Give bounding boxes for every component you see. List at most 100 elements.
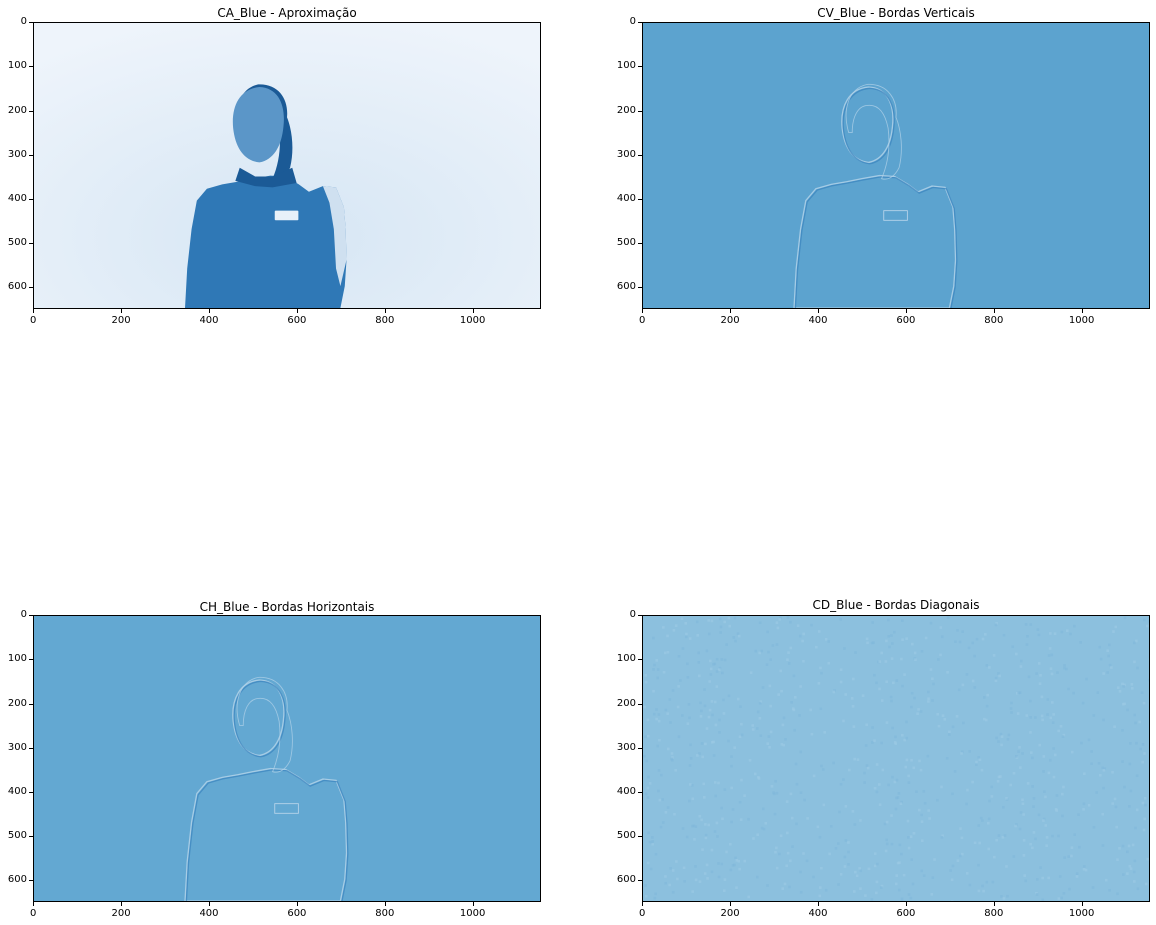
y-tick-mark [638,747,642,749]
y-tick-label: 200 [7,697,27,709]
y-tick-label: 500 [7,236,27,248]
y-tick-mark [638,287,642,289]
y-tick-label: 0 [629,609,636,621]
y-tick-label: 0 [20,16,27,28]
edge-logo [274,803,299,814]
hood-collar [235,167,297,188]
x-tick-mark [993,309,995,313]
y-tick-label: 200 [616,697,636,709]
face-shape [232,87,284,163]
x-tick-mark [384,309,386,313]
y-tick-label: 100 [7,60,27,72]
y-tick-label: 600 [616,874,636,886]
y-tick-mark [638,835,642,837]
logo-patch [274,210,299,221]
x-tick-label: 600 [896,315,916,326]
x-tick-mark [730,902,732,906]
y-tick-mark [638,703,642,705]
y-tick-mark [638,22,642,24]
sleeve-stripe [322,186,347,287]
x-tick-label: 400 [199,315,219,326]
x-tick-label: 400 [808,908,828,919]
image-render [34,23,540,308]
image-render [34,616,540,901]
y-tick-label: 400 [616,192,636,204]
x-tick-label: 1000 [1068,315,1095,326]
x-tick-label: 800 [984,315,1004,326]
x-tick-label: 1000 [459,908,486,919]
x-tick-mark [730,309,732,313]
x-tick-label: 200 [111,908,131,919]
y-tick-label: 0 [20,609,27,621]
subplot-title: CA_Blue - Aproximação [217,6,357,20]
image-axes [642,615,1150,902]
y-tick-label: 0 [629,16,636,28]
y-tick-label: 200 [616,104,636,116]
subplot-title: CH_Blue - Bordas Horizontais [199,600,375,614]
y-tick-label: 600 [7,874,27,886]
y-tick-mark [29,242,33,244]
x-tick-mark [817,309,819,313]
y-tick-label: 400 [7,785,27,797]
x-tick-label: 0 [30,315,37,326]
image-background [643,616,1149,901]
y-tick-mark [638,791,642,793]
x-tick-label: 800 [375,315,395,326]
y-tick-mark [29,615,33,617]
image-background [643,23,1149,308]
y-tick-mark [29,198,33,200]
x-tick-label: 0 [639,908,646,919]
x-tick-label: 0 [30,908,37,919]
y-tick-label: 300 [7,148,27,160]
x-tick-label: 200 [111,315,131,326]
y-tick-mark [29,659,33,661]
y-tick-mark [638,154,642,156]
y-tick-label: 600 [616,281,636,293]
x-tick-mark [993,902,995,906]
y-tick-mark [29,880,33,882]
image-render [643,23,1149,308]
x-tick-mark [472,309,474,313]
y-tick-label: 300 [616,741,636,753]
image-background [34,616,540,901]
x-tick-label: 800 [375,908,395,919]
y-tick-label: 400 [616,785,636,797]
y-tick-mark [29,747,33,749]
y-tick-label: 500 [616,829,636,841]
x-tick-mark [208,902,210,906]
y-tick-mark [638,242,642,244]
y-tick-mark [29,154,33,156]
y-tick-mark [638,66,642,68]
x-tick-label: 400 [199,908,219,919]
x-tick-mark [905,309,907,313]
y-tick-label: 600 [7,281,27,293]
x-tick-mark [384,902,386,906]
x-tick-mark [121,309,123,313]
y-tick-mark [29,287,33,289]
x-tick-label: 200 [720,315,740,326]
image-axes [642,22,1150,309]
image-render [643,616,1149,901]
x-tick-label: 600 [287,908,307,919]
x-tick-mark [642,902,644,906]
y-tick-mark [29,22,33,24]
x-tick-mark [817,902,819,906]
y-tick-mark [29,66,33,68]
x-tick-mark [1081,902,1083,906]
x-tick-label: 600 [287,315,307,326]
y-tick-label: 500 [616,236,636,248]
x-tick-mark [33,902,35,906]
x-tick-label: 400 [808,315,828,326]
x-tick-mark [642,309,644,313]
y-tick-mark [638,615,642,617]
x-tick-label: 1000 [1068,908,1095,919]
x-tick-label: 0 [639,315,646,326]
x-tick-mark [905,902,907,906]
y-tick-label: 400 [7,192,27,204]
edge-logo [883,210,908,221]
y-tick-label: 500 [7,829,27,841]
x-tick-mark [1081,309,1083,313]
subplot-title: CD_Blue - Bordas Diagonais [812,598,980,612]
x-tick-mark [296,309,298,313]
subplot-title: CV_Blue - Bordas Verticais [817,6,975,20]
